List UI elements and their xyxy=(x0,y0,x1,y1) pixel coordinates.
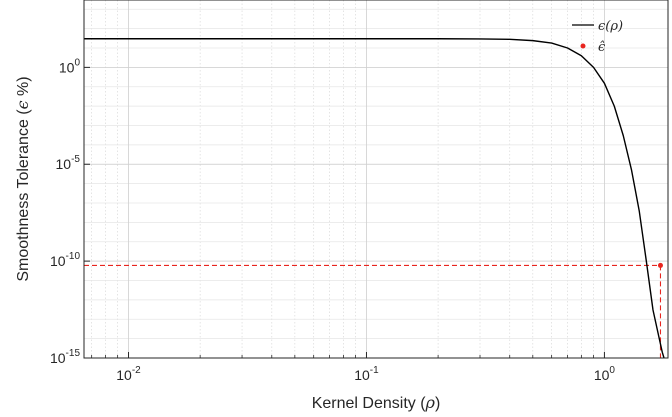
y-axis-label: Smoothness Tolerance (ϵ %) xyxy=(13,76,32,281)
x-tick-label: 10-2 xyxy=(116,365,141,383)
y-tick-exponent: -15 xyxy=(66,348,81,359)
x-tick-base: 10 xyxy=(354,367,370,383)
legend-point-swatch xyxy=(580,43,586,49)
x-tick-exponent: 0 xyxy=(609,365,615,376)
legend-label-epsilon-hat: ϵ̂ xyxy=(598,40,606,55)
reference-lines xyxy=(84,264,662,358)
x-axis-label-close: ) xyxy=(435,395,440,412)
y-tick-base: 10 xyxy=(56,156,72,172)
epsilon-rho-curve xyxy=(84,38,665,359)
x-tick-labels: 10-2 10-1 100 xyxy=(116,365,615,383)
x-tick-label: 10-1 xyxy=(354,365,379,383)
axis-ticks xyxy=(84,66,605,359)
x-tick-base: 10 xyxy=(116,367,132,383)
y-tick-base: 10 xyxy=(50,253,66,269)
x-axis-label: Kernel Density (ρ) xyxy=(312,393,441,412)
y-tick-exponent: -10 xyxy=(66,251,81,262)
y-axis-label-symbol: ϵ xyxy=(13,100,32,109)
x-tick-exponent: -1 xyxy=(370,365,379,376)
x-axis-label-text: Kernel Density ( xyxy=(312,395,426,412)
y-tick-label: 10-15 xyxy=(50,348,80,366)
x-axis-label-symbol: ρ xyxy=(425,393,436,412)
epsilon-hat-point xyxy=(657,262,663,268)
y-tick-exponent: -5 xyxy=(71,154,80,165)
series-layer xyxy=(84,38,665,359)
x-tick-label: 100 xyxy=(594,365,616,383)
plot-background xyxy=(84,0,668,358)
legend-label-epsilon-rho: ϵ(ρ) xyxy=(598,19,623,34)
y-tick-exponent: 0 xyxy=(74,57,80,68)
plot-frame xyxy=(83,0,669,359)
y-tick-label: 10-10 xyxy=(50,251,80,269)
legend: ϵ(ρ) ϵ̂ xyxy=(572,19,623,55)
y-tick-base: 10 xyxy=(50,350,66,366)
y-axis-label-text: Smoothness Tolerance ( xyxy=(15,109,32,282)
x-tick-base: 10 xyxy=(594,367,610,383)
y-tick-base: 10 xyxy=(59,59,75,75)
x-tick-exponent: -2 xyxy=(132,365,141,376)
y-tick-label: 100 xyxy=(59,57,81,75)
y-axis-label-close: %) xyxy=(15,76,32,100)
y-tick-label: 10-5 xyxy=(56,154,81,172)
